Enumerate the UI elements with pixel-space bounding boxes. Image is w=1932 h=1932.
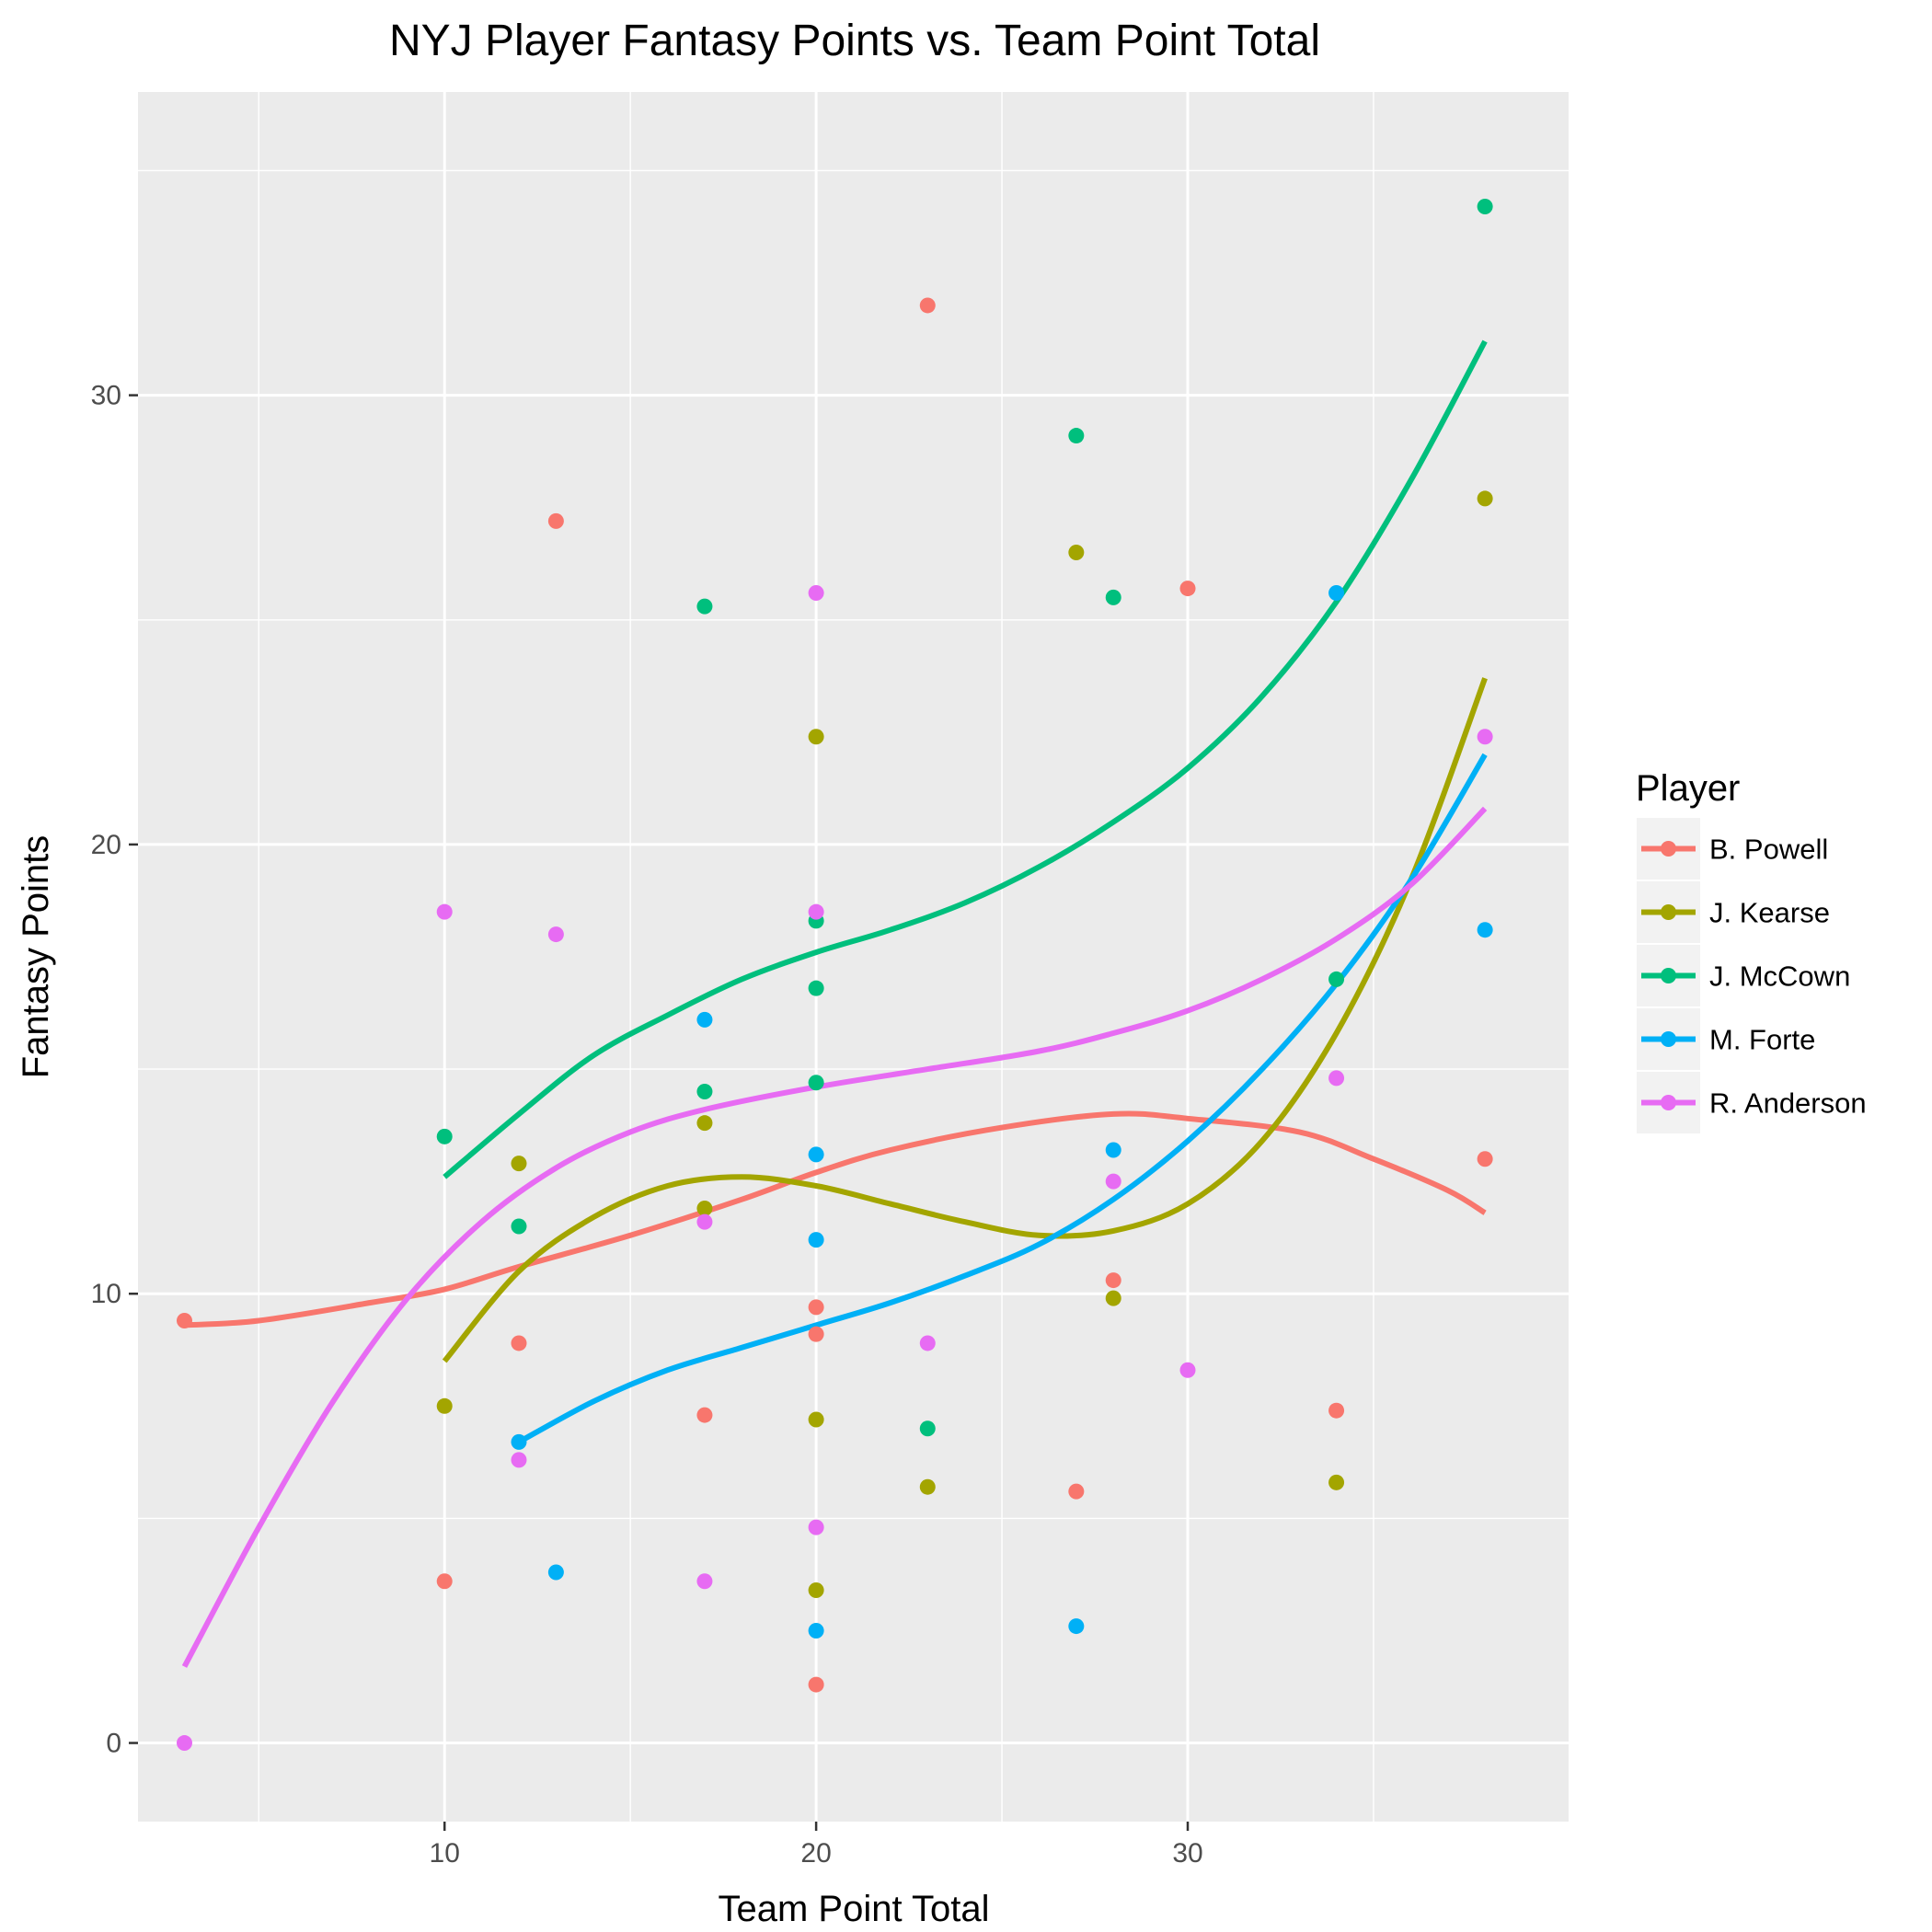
point-j-mccown <box>1477 199 1493 215</box>
point-m-forte <box>1068 1618 1085 1635</box>
point-j-kearse <box>1328 1474 1345 1490</box>
y-tick-label: 20 <box>91 830 121 860</box>
legend-item-b-powell: B. Powell <box>1637 818 1828 880</box>
point-j-kearse <box>511 1156 527 1172</box>
plot-panel <box>138 92 1569 1822</box>
legend-items: B. Powell J. Kearse J. McCown M. Forte R. An… <box>1637 818 1867 1133</box>
legend-item-r-anderson: R. Anderson <box>1637 1072 1867 1133</box>
x-tick-label: 10 <box>430 1838 460 1869</box>
point-j-mccown <box>696 598 713 615</box>
legend-item-j-mccown: J. McCown <box>1637 945 1850 1006</box>
legend-label: R. Anderson <box>1709 1087 1867 1120</box>
point-j-mccown <box>1328 971 1345 987</box>
point-b-powell <box>436 1573 453 1590</box>
point-m-forte <box>808 1146 824 1163</box>
point-j-kearse <box>696 1200 713 1216</box>
legend-label: B. Powell <box>1709 834 1828 866</box>
point-j-mccown <box>919 1420 936 1437</box>
y-tick-label: 0 <box>106 1729 121 1759</box>
point-j-kearse <box>808 729 824 745</box>
legend-key-point <box>1661 904 1676 920</box>
point-b-powell <box>547 512 564 529</box>
legend-key-point <box>1661 841 1676 857</box>
point-b-powell <box>1328 1402 1345 1419</box>
x-tick-label: 30 <box>1172 1838 1202 1869</box>
point-b-powell <box>919 297 936 314</box>
point-m-forte <box>808 1622 824 1639</box>
point-b-powell <box>808 1326 824 1342</box>
point-b-powell <box>696 1407 713 1423</box>
point-b-powell <box>176 1313 192 1329</box>
y-tick-label: 10 <box>91 1279 121 1309</box>
point-r-anderson <box>696 1213 713 1230</box>
point-m-forte <box>1477 922 1493 938</box>
y-axis: 0 10 20 30 <box>91 381 138 1759</box>
point-r-anderson <box>511 1452 527 1468</box>
point-r-anderson <box>808 903 824 920</box>
point-j-kearse <box>808 1582 824 1599</box>
smooth-line-r-anderson <box>181 806 1488 1668</box>
point-j-kearse <box>1068 545 1085 561</box>
point-j-mccown <box>808 980 824 996</box>
legend-title: Player <box>1636 768 1740 809</box>
data-points <box>176 199 1493 1752</box>
legend-key-point <box>1661 968 1676 983</box>
point-m-forte <box>547 1564 564 1581</box>
point-m-forte <box>1328 584 1345 601</box>
point-j-mccown <box>511 1218 527 1235</box>
point-r-anderson <box>808 1519 824 1535</box>
legend-label: M. Forte <box>1709 1024 1815 1056</box>
legend-label: J. Kearse <box>1709 897 1830 929</box>
point-j-kearse <box>1477 490 1493 507</box>
point-r-anderson <box>176 1735 192 1752</box>
legend-key-point <box>1661 1031 1676 1047</box>
y-axis-title: Fantasy Points <box>16 835 56 1079</box>
legend-item-j-kearse: J. Kearse <box>1637 881 1830 943</box>
point-r-anderson <box>808 584 824 601</box>
chart-title: NYJ Player Fantasy Points vs. Team Point… <box>389 17 1320 65</box>
legend-label: J. McCown <box>1709 960 1850 993</box>
point-r-anderson <box>696 1573 713 1590</box>
point-j-kearse <box>696 1115 713 1132</box>
point-j-kearse <box>808 1411 824 1428</box>
point-b-powell <box>808 1299 824 1316</box>
legend-key-point <box>1661 1095 1676 1110</box>
point-r-anderson <box>1328 1070 1345 1087</box>
point-j-mccown <box>808 1075 824 1091</box>
point-b-powell <box>1068 1483 1085 1500</box>
point-b-powell <box>1179 581 1196 597</box>
point-m-forte <box>1105 1142 1121 1158</box>
y-tick-label: 30 <box>91 381 121 411</box>
point-b-powell <box>808 1676 824 1693</box>
point-r-anderson <box>919 1335 936 1351</box>
minor-grid <box>138 92 1569 1822</box>
point-m-forte <box>808 1232 824 1248</box>
point-r-anderson <box>547 926 564 943</box>
point-j-mccown <box>1105 589 1121 605</box>
x-axis: 10 20 30 <box>430 1822 1203 1869</box>
smooth-line-j-mccown <box>443 339 1488 1179</box>
point-j-mccown <box>436 1128 453 1144</box>
legend-item-m-forte: M. Forte <box>1637 1008 1815 1070</box>
x-axis-title: Team Point Total <box>719 1889 990 1929</box>
point-j-kearse <box>919 1478 936 1495</box>
point-j-kearse <box>436 1397 453 1414</box>
point-r-anderson <box>1105 1173 1121 1190</box>
point-m-forte <box>511 1433 527 1450</box>
x-tick-label: 20 <box>800 1838 831 1869</box>
point-b-powell <box>1105 1272 1121 1289</box>
point-j-mccown <box>696 1083 713 1099</box>
smooth-line-j-kearse <box>442 677 1488 1363</box>
point-r-anderson <box>1477 729 1493 745</box>
point-j-mccown <box>1068 428 1085 444</box>
point-r-anderson <box>1179 1362 1196 1378</box>
point-b-powell <box>511 1335 527 1351</box>
legend: Player B. Powell J. Kearse J. McCown M. For… <box>1636 768 1867 1133</box>
point-b-powell <box>1477 1151 1493 1167</box>
point-r-anderson <box>436 903 453 920</box>
point-m-forte <box>696 1011 713 1028</box>
point-j-kearse <box>1105 1290 1121 1306</box>
